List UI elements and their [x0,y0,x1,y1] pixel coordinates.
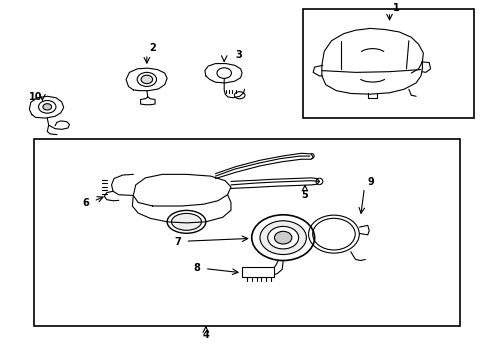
Circle shape [274,231,291,244]
Text: 5: 5 [301,190,307,200]
Text: 6: 6 [82,198,89,208]
Bar [302,9,473,118]
Circle shape [137,72,156,86]
Bar [242,267,273,277]
Circle shape [260,221,306,255]
Text: 7: 7 [174,237,181,247]
Text: 1: 1 [393,3,399,13]
Text: 10: 10 [29,92,42,102]
Text: 2: 2 [149,44,156,54]
Ellipse shape [167,210,205,233]
Circle shape [39,100,56,113]
Circle shape [43,104,52,110]
Text: 8: 8 [193,262,200,273]
Bar [34,139,459,325]
Circle shape [251,215,314,261]
Circle shape [141,75,152,84]
Text: 9: 9 [367,177,374,187]
Circle shape [267,226,298,249]
Circle shape [217,68,231,78]
Ellipse shape [171,213,201,230]
Text: 4: 4 [202,330,209,341]
Text: 3: 3 [235,50,242,60]
